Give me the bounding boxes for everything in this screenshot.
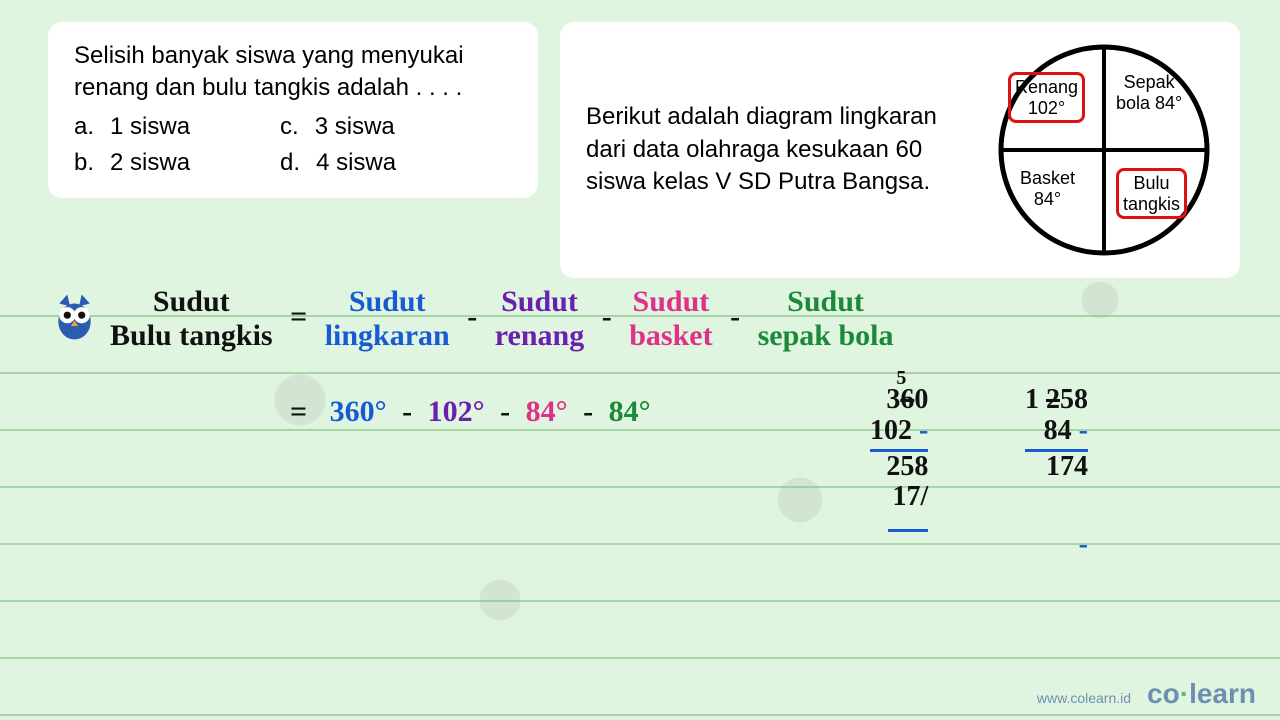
question-text: Selisih banyak siswa yang menyukai renan… [74, 40, 512, 105]
option-b: b. 2 siswa [74, 147, 190, 179]
branding: www.colearn.id co·learn [1037, 678, 1256, 710]
options-group: a. 1 siswa b. 2 siswa c. 3 siswa d. 4 si… [74, 111, 512, 180]
subtraction-work-2: 1 258 84 - 174 - [1025, 385, 1088, 561]
pie-chart: Renang102° Sepakbola 84° Basket84° Bulut… [994, 40, 1214, 260]
pie-label-sepakbola: Sepakbola 84° [1116, 72, 1182, 113]
brand-logo: co·learn [1147, 678, 1256, 710]
pie-label-basket: Basket84° [1020, 168, 1075, 209]
option-a: a. 1 siswa [74, 111, 190, 143]
pie-label-bulutangkis: Bulutangkis [1116, 168, 1187, 219]
pie-label-renang: Renang102° [1008, 72, 1085, 123]
work-equation-line1: SudutBulu tangkis = Sudutlingkaran - Sud… [110, 285, 893, 353]
option-d: d. 4 siswa [280, 147, 396, 179]
subtraction-work-1: 5 360 102 - 258 17/ [870, 385, 928, 532]
option-c: c. 3 siswa [280, 111, 396, 143]
context-text: Berikut adalah diagram lingkaran dari da… [586, 101, 974, 198]
owl-mascot-icon [52, 290, 97, 344]
brand-url: www.colearn.id [1037, 690, 1131, 706]
work-equation-line2: = 360° - 102° - 84° - 84° [290, 395, 651, 429]
question-card-left: Selisih banyak siswa yang menyukai renan… [48, 22, 538, 198]
question-card-right: Berikut adalah diagram lingkaran dari da… [560, 22, 1240, 278]
